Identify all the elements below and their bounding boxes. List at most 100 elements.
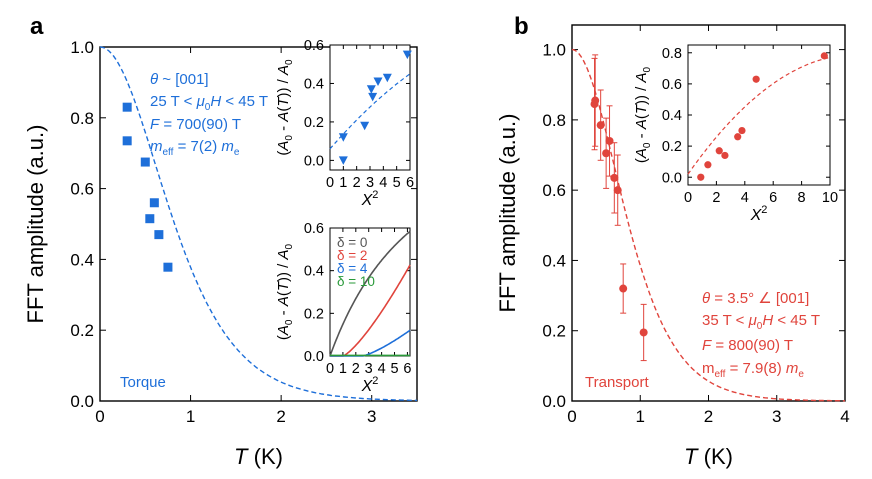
a-inset-bottom-xtick-label: 2	[352, 361, 360, 377]
a-inset-bottom-line	[329, 230, 411, 357]
a-inset-top-ytick-label: 0.6	[304, 38, 324, 54]
b-data-point	[613, 186, 622, 195]
a-main-ytick-label: 0.6	[70, 180, 94, 199]
b-inset-xlabel: X2	[750, 204, 768, 224]
a-inset-bottom-ytick-label: 0.0	[304, 349, 324, 365]
a-annotation-line: F = 700(90) T	[150, 116, 241, 133]
b-annotation-line: 35 T < μ0H < 45 T	[702, 312, 820, 332]
b-inset-ytick-label: 0.2	[662, 139, 682, 155]
a-data-point	[145, 214, 155, 224]
a-inset-top-xtick-label: 2	[353, 175, 361, 191]
a-data-point	[154, 230, 164, 240]
a-data-point	[122, 102, 132, 112]
a-annotation-line: meff = 7(2) me	[150, 138, 240, 158]
a-inset-top-fit	[329, 73, 411, 150]
a-main-ytick-label: 0.2	[70, 321, 94, 340]
b-data-point	[605, 136, 614, 145]
a-data-point	[122, 136, 132, 146]
a-annotation-line: θ ~ [001]	[150, 71, 209, 88]
a-main-ytick-label: 0.0	[70, 392, 94, 411]
b-inset-ylabel: (A0 - A(T)) / A0	[633, 66, 653, 163]
a-main-xtick-label: 3	[367, 407, 376, 426]
b-inset-point	[715, 147, 723, 155]
a-inset-top-xtick-label: 5	[393, 175, 401, 191]
b-inset-xtick-label: 4	[741, 190, 749, 206]
b-inset-ytick-label: 0.6	[662, 77, 682, 93]
a-main-ytick-label: 0.4	[70, 250, 94, 269]
a-inset-top-xtick-label: 0	[326, 175, 334, 191]
b-data-point	[639, 328, 648, 337]
a-inset-top-point	[402, 50, 412, 60]
a-inset-bottom-xtick-label: 4	[378, 361, 386, 377]
a-main-xtick-label: 2	[276, 407, 285, 426]
a-main-xtick-label: 1	[186, 407, 195, 426]
a-inset-bottom-ytick-label: 0.2	[304, 306, 324, 322]
a-inset-bottom-legend: δ = 10	[337, 274, 375, 289]
a-inset-top-xtick-label: 6	[406, 175, 414, 191]
b-main-ytick-label: 0.2	[542, 322, 566, 341]
b-inset-ytick-label: 0.0	[662, 170, 682, 186]
a-inset-bottom-legend: δ = 0	[337, 235, 367, 250]
a-inset-top-point	[368, 92, 378, 102]
a-annotation-line: 25 T < μ0H < 45 T	[150, 93, 268, 113]
a-fit-curve	[99, 46, 418, 402]
a-inset-bottom-legend: δ = 2	[337, 248, 367, 263]
b-main-xlabel: T (K)	[684, 444, 733, 469]
b-inset-ytick-label: 0.8	[662, 46, 682, 62]
a-main-ytick-label: 1.0	[70, 38, 94, 57]
a-inset-bottom-xlabel: X2	[361, 375, 379, 395]
b-main-ytick-label: 0.0	[542, 392, 566, 411]
b-tag: Transport	[585, 374, 649, 391]
a-inset-bottom-ylabel: (A0 - A(T)) / A0	[275, 243, 295, 340]
a-main-ytick-label: 0.8	[70, 109, 94, 128]
b-main-xtick-label: 2	[704, 407, 713, 426]
b-inset-point	[704, 161, 712, 169]
a-inset-top-point	[366, 85, 376, 94]
panel-label-a: a	[30, 13, 44, 40]
a-data-point	[140, 157, 150, 167]
a-main-xtick-label: 0	[95, 407, 104, 426]
b-inset-xtick-label: 2	[712, 190, 720, 206]
a-inset-bottom-axes: 0 1 2 3 4 5 6 0.0 0.2 0.4 0.6 X2 (A0 - A(T)) / A0 δ =…	[275, 221, 411, 395]
b-inset-point	[738, 126, 746, 135]
a-inset-top-point	[360, 121, 370, 131]
a-inset-bottom-ytick-label: 0.6	[304, 221, 324, 237]
b-inset-point	[734, 133, 742, 141]
b-data-point	[596, 121, 605, 130]
a-inset-top-point	[382, 73, 392, 83]
a-inset-bottom-frame	[329, 227, 411, 357]
a-inset-bottom-legend: δ = 4	[337, 261, 368, 276]
b-annotation-line: meff = 7.9(8) me	[702, 360, 804, 380]
a-inset-bottom-xtick-label: 6	[403, 361, 411, 377]
b-inset-point	[721, 151, 729, 160]
a-inset-top-ytick-label: 0.0	[304, 153, 324, 169]
a-inset-top-point	[338, 133, 348, 142]
a-main-xlabel: T (K)	[234, 444, 283, 469]
b-inset-xtick-label: 8	[798, 190, 806, 206]
b-main-ylabel: FFT amplitude (a.u.)	[495, 114, 520, 313]
a-inset-top-xtick-label: 4	[379, 175, 387, 191]
a-inset-top-xlabel: X2	[361, 189, 379, 209]
a-inset-top-point	[373, 77, 383, 87]
b-main-ytick-label: 0.8	[542, 111, 566, 130]
b-inset-xtick-label: 10	[822, 190, 838, 206]
b-annotation: θ = 3.5° ∠ [001] 35 T < μ0H < 45 T F = 800…	[702, 290, 820, 380]
b-inset-ytick-label: 0.4	[662, 108, 682, 124]
a-inset-bottom-xtick-label: 5	[390, 361, 398, 377]
a-inset-top-xtick-label: 1	[339, 175, 347, 191]
b-main-xtick-label: 4	[840, 407, 849, 426]
a-inset-bottom-ytick-label: 0.4	[304, 264, 324, 280]
a-inset-top-point	[338, 156, 348, 165]
a-inset-top-ytick-label: 0.4	[304, 77, 324, 93]
a-inset-top-ylabel: (A0 - A(T)) / A0	[275, 59, 295, 156]
b-data-point	[591, 96, 600, 105]
panel-label-b: b	[514, 13, 529, 40]
b-inset-point	[752, 75, 760, 83]
a-annotation: θ ~ [001] 25 T < μ0H < 45 T F = 700(90) T m…	[150, 71, 268, 158]
b-inset-point	[820, 52, 828, 60]
a-inset-top-axes: 0 1 2 3 4 5 6 0.0 0.2 0.4 0.6 X2 (A0 - A(T)) / A0	[275, 38, 414, 209]
b-main-ytick-label: 0.6	[542, 181, 566, 200]
b-inset-xtick-label: 0	[684, 190, 692, 206]
b-inset-xtick-label: 6	[769, 190, 777, 206]
